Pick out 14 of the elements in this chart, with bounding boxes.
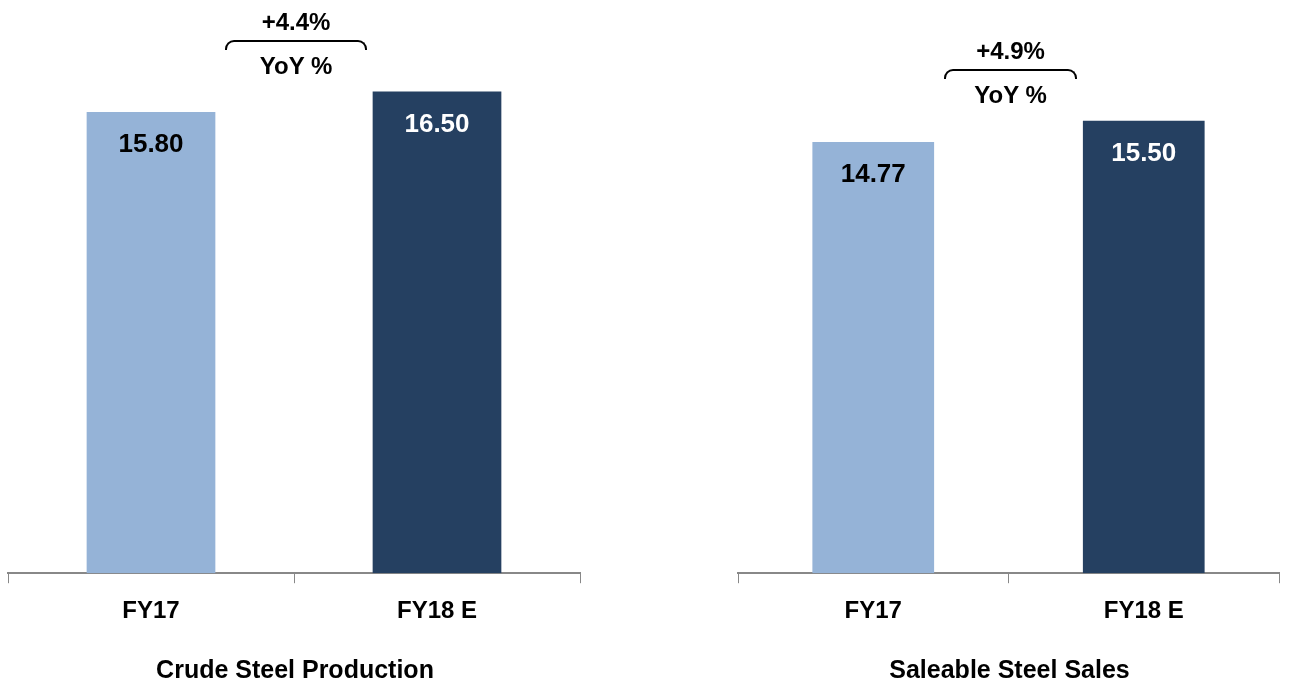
data-label: 15.80 [118,128,184,159]
x-tick-label: FY17 [844,596,902,624]
x-tick-label: FY18 E [1103,596,1184,624]
x-axis-title: Crude Steel Production [155,655,435,684]
text: YoY % [259,51,333,80]
text: +4.9% [976,36,1045,65]
x-tick-label: FY17 [122,596,180,624]
data-label: 14.77 [840,158,906,189]
x-axis-title: Saleable Steel Sales [888,655,1131,684]
text: +4.4% [261,7,331,36]
text: YoY % [974,80,1047,109]
data-label: 16.50 [404,107,470,138]
data-label: 15.50 [1111,136,1177,167]
x-tick-label: FY18 E [396,596,478,624]
